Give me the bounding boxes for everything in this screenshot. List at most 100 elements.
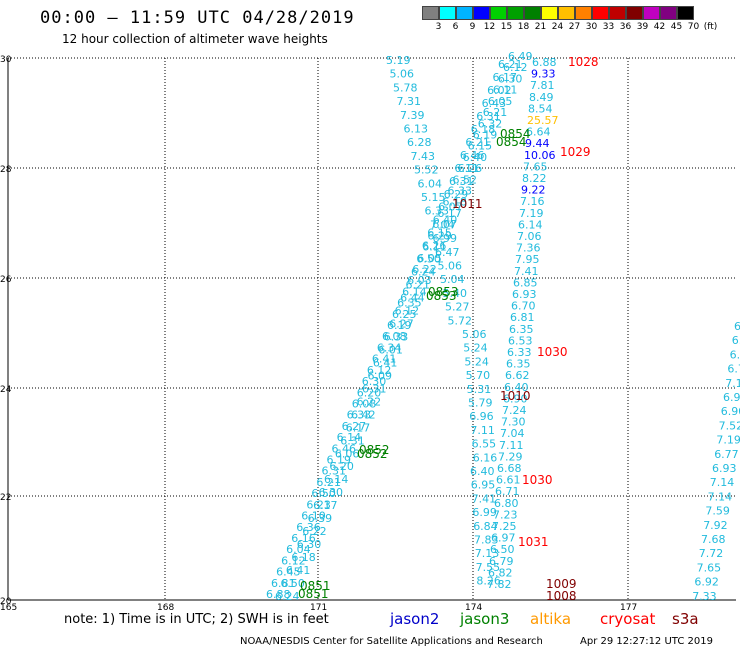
color-scale-label: 45 [670,22,683,32]
track-b-value: 7.43 [411,150,436,163]
track-c-value: 6.32 [478,117,503,130]
color-scale-bar [422,6,694,20]
track-c-value: 6.12 [503,61,528,74]
track-a-value: 6.88 [532,56,557,69]
track-d-value: 6.30 [297,538,322,551]
track-c-value: 6.10 [301,510,326,523]
color-swatch [422,6,439,20]
track-c-value: 6.49 [508,50,533,63]
track-d-value: 6.11 [454,162,479,175]
track-a-value: 7.30 [501,416,526,429]
track-d-value: 6.09 [367,369,392,382]
cryosat-time-label: 1031 [518,535,549,549]
track-a-value: 7.24 [502,404,527,417]
track-c-value: 6.19 [327,454,352,467]
credit-text: NOAA/NESDIS Center for Satellite Applica… [240,636,543,647]
track-c-value: 6.04 [286,543,311,556]
s3a-time-label: 1008 [546,589,577,603]
color-swatch [439,6,456,20]
color-swatch [507,6,524,20]
color-swatch [473,6,490,20]
track-e-value: 7.19 [716,434,740,447]
track-a-value: 6.61 [496,474,521,487]
jason3-time-label: 0851 [298,587,329,601]
track-e-value: 6.90 [721,405,740,418]
track-d-value: 6.46 [460,149,485,162]
legend-jason3: jason3 [460,610,510,628]
track-b-value: 7.39 [400,109,425,122]
track-a-value: 7.36 [516,242,541,255]
track-a-value: 6.14 [518,218,543,231]
track-e-value: 7.52 [719,419,740,432]
track-a-value: 7.23 [493,508,518,521]
track-c-value: 6.03 [407,274,432,287]
track-d-value: 6.27 [389,318,414,331]
track-b-value: 6.55 [472,438,497,451]
track-b-value: 5.79 [468,397,493,410]
color-scale-label: 9 [469,22,476,32]
track-a-value: 6.93 [512,288,537,301]
track-a-value: 6.81 [510,311,535,324]
track-c-value: 6.15 [468,140,493,153]
track-d-value: 6.15 [427,227,452,240]
track-c-value: 6.14 [402,285,427,298]
track-c-value: 6.26 [458,162,483,175]
track-c-value: 6.21 [316,476,341,489]
cryosat-time-label: 1030 [522,473,553,487]
track-b-value: 5.52 [414,164,439,177]
track-c-value: 6.29 [427,229,452,242]
latitude-label: 20 [0,597,12,607]
track-c-value: 6.08 [382,330,407,343]
track-c-value: 6.17 [437,207,462,220]
track-d-value: 6.02 [487,84,512,97]
track-e-value: 7.59 [705,505,730,518]
color-swatch [524,6,541,20]
track-c-value: 6.07 [432,218,457,231]
jason3-time-label: 0854 [500,127,531,141]
track-a-value: 6.85 [513,276,538,289]
track-e-value: 6.9 [734,320,740,333]
track-a-value: 6.35 [509,323,534,336]
track-d-value: 6.22 [302,525,327,538]
track-c-value: 6.81 [271,577,296,590]
track-a-value: 9.33 [531,68,556,81]
track-d-value: 6.18 [471,123,496,136]
track-a-value: 6.33 [507,346,532,359]
track-b-value: 8.26 [476,575,501,588]
track-b-value: 5.40 [443,287,468,300]
jason3-time-label: 0852 [359,443,390,457]
jason3-time-label: 0851 [300,579,331,593]
track-c-value: 6.19 [473,128,498,141]
latitude-label: 28 [0,165,12,175]
track-b-value: 6.33 [425,205,450,218]
track-e-value: 6.77 [714,448,739,461]
track-b-value: 6.16 [473,451,498,464]
track-a-value: 6.79 [489,555,514,568]
s3a-time-label: 1011 [452,197,483,211]
track-e-value: 7.72 [699,547,724,560]
track-c-value: 6.11 [422,241,447,254]
track-d-value: 6.50 [416,253,441,266]
latitude-label: 22 [0,493,11,503]
track-b-value: 5.04 [440,273,465,286]
track-c-value: 6.25 [392,308,417,321]
color-scale-label: 21 [534,22,547,32]
longitude-label: 168 [157,603,174,613]
color-swatch [558,6,575,20]
track-a-value: 7.04 [500,427,525,440]
track-e-value: 6.7 [727,363,740,376]
track-d-value: 6.21 [406,279,431,292]
track-a-value: 6.68 [497,462,522,475]
track-a-value: 8.22 [522,172,547,185]
color-scale-label: 3 [435,22,442,32]
track-b-value: 6.40 [470,465,495,478]
track-a-value: 9.22 [521,184,546,197]
track-d-value: 6.39 [308,512,333,525]
jason3-time-label: 0853 [426,289,457,303]
color-scale-label: 27 [568,22,581,32]
track-b-value: 7.04 [430,218,455,231]
track-b-value: 6.96 [469,410,494,423]
track-d-value: 6.24 [411,266,436,279]
track-c-value: 6.05 [417,252,442,265]
track-c-value: 6.34 [377,341,402,354]
